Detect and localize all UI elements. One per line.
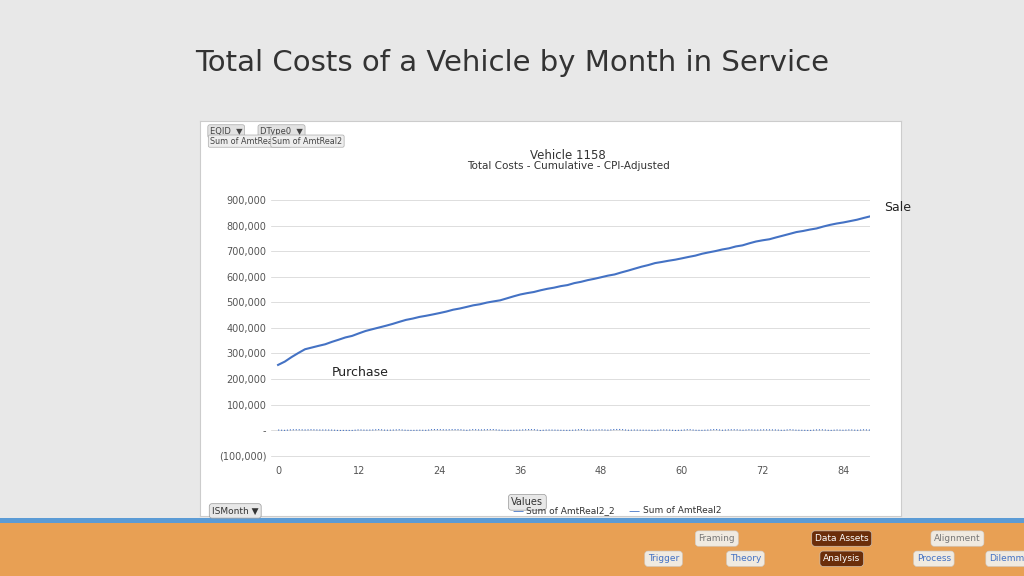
Text: Data Assets: Data Assets (815, 534, 868, 543)
Text: Theory: Theory (730, 554, 761, 563)
Text: Analysis: Analysis (823, 554, 860, 563)
Text: Dilemmas: Dilemmas (989, 554, 1024, 563)
Text: Sum of AmtReal2_2: Sum of AmtReal2_2 (210, 137, 289, 146)
Text: Sum of AmtReal2: Sum of AmtReal2 (272, 137, 342, 146)
Text: Purchase: Purchase (332, 366, 389, 380)
Text: Vehicle 1158: Vehicle 1158 (530, 149, 606, 162)
Text: Sum of AmtReal2: Sum of AmtReal2 (643, 506, 722, 516)
Text: Process: Process (916, 554, 951, 563)
Text: EQID  ▼: EQID ▼ (210, 127, 243, 136)
Text: Alignment: Alignment (934, 534, 981, 543)
Text: Trigger: Trigger (648, 554, 679, 563)
Text: —: — (512, 506, 523, 516)
Text: DType0  ▼: DType0 ▼ (260, 127, 303, 136)
Text: Sum of AmtReal2_2: Sum of AmtReal2_2 (526, 506, 615, 516)
Text: —: — (629, 506, 640, 516)
Text: Framing: Framing (698, 534, 735, 543)
Text: Total Costs - Cumulative - CPI-Adjusted: Total Costs - Cumulative - CPI-Adjusted (467, 161, 670, 171)
Text: Values: Values (511, 497, 544, 507)
Text: Total Costs of a Vehicle by Month in Service: Total Costs of a Vehicle by Month in Ser… (195, 49, 829, 77)
Text: ISMonth ▼: ISMonth ▼ (212, 506, 258, 516)
Text: Sale: Sale (884, 200, 911, 214)
